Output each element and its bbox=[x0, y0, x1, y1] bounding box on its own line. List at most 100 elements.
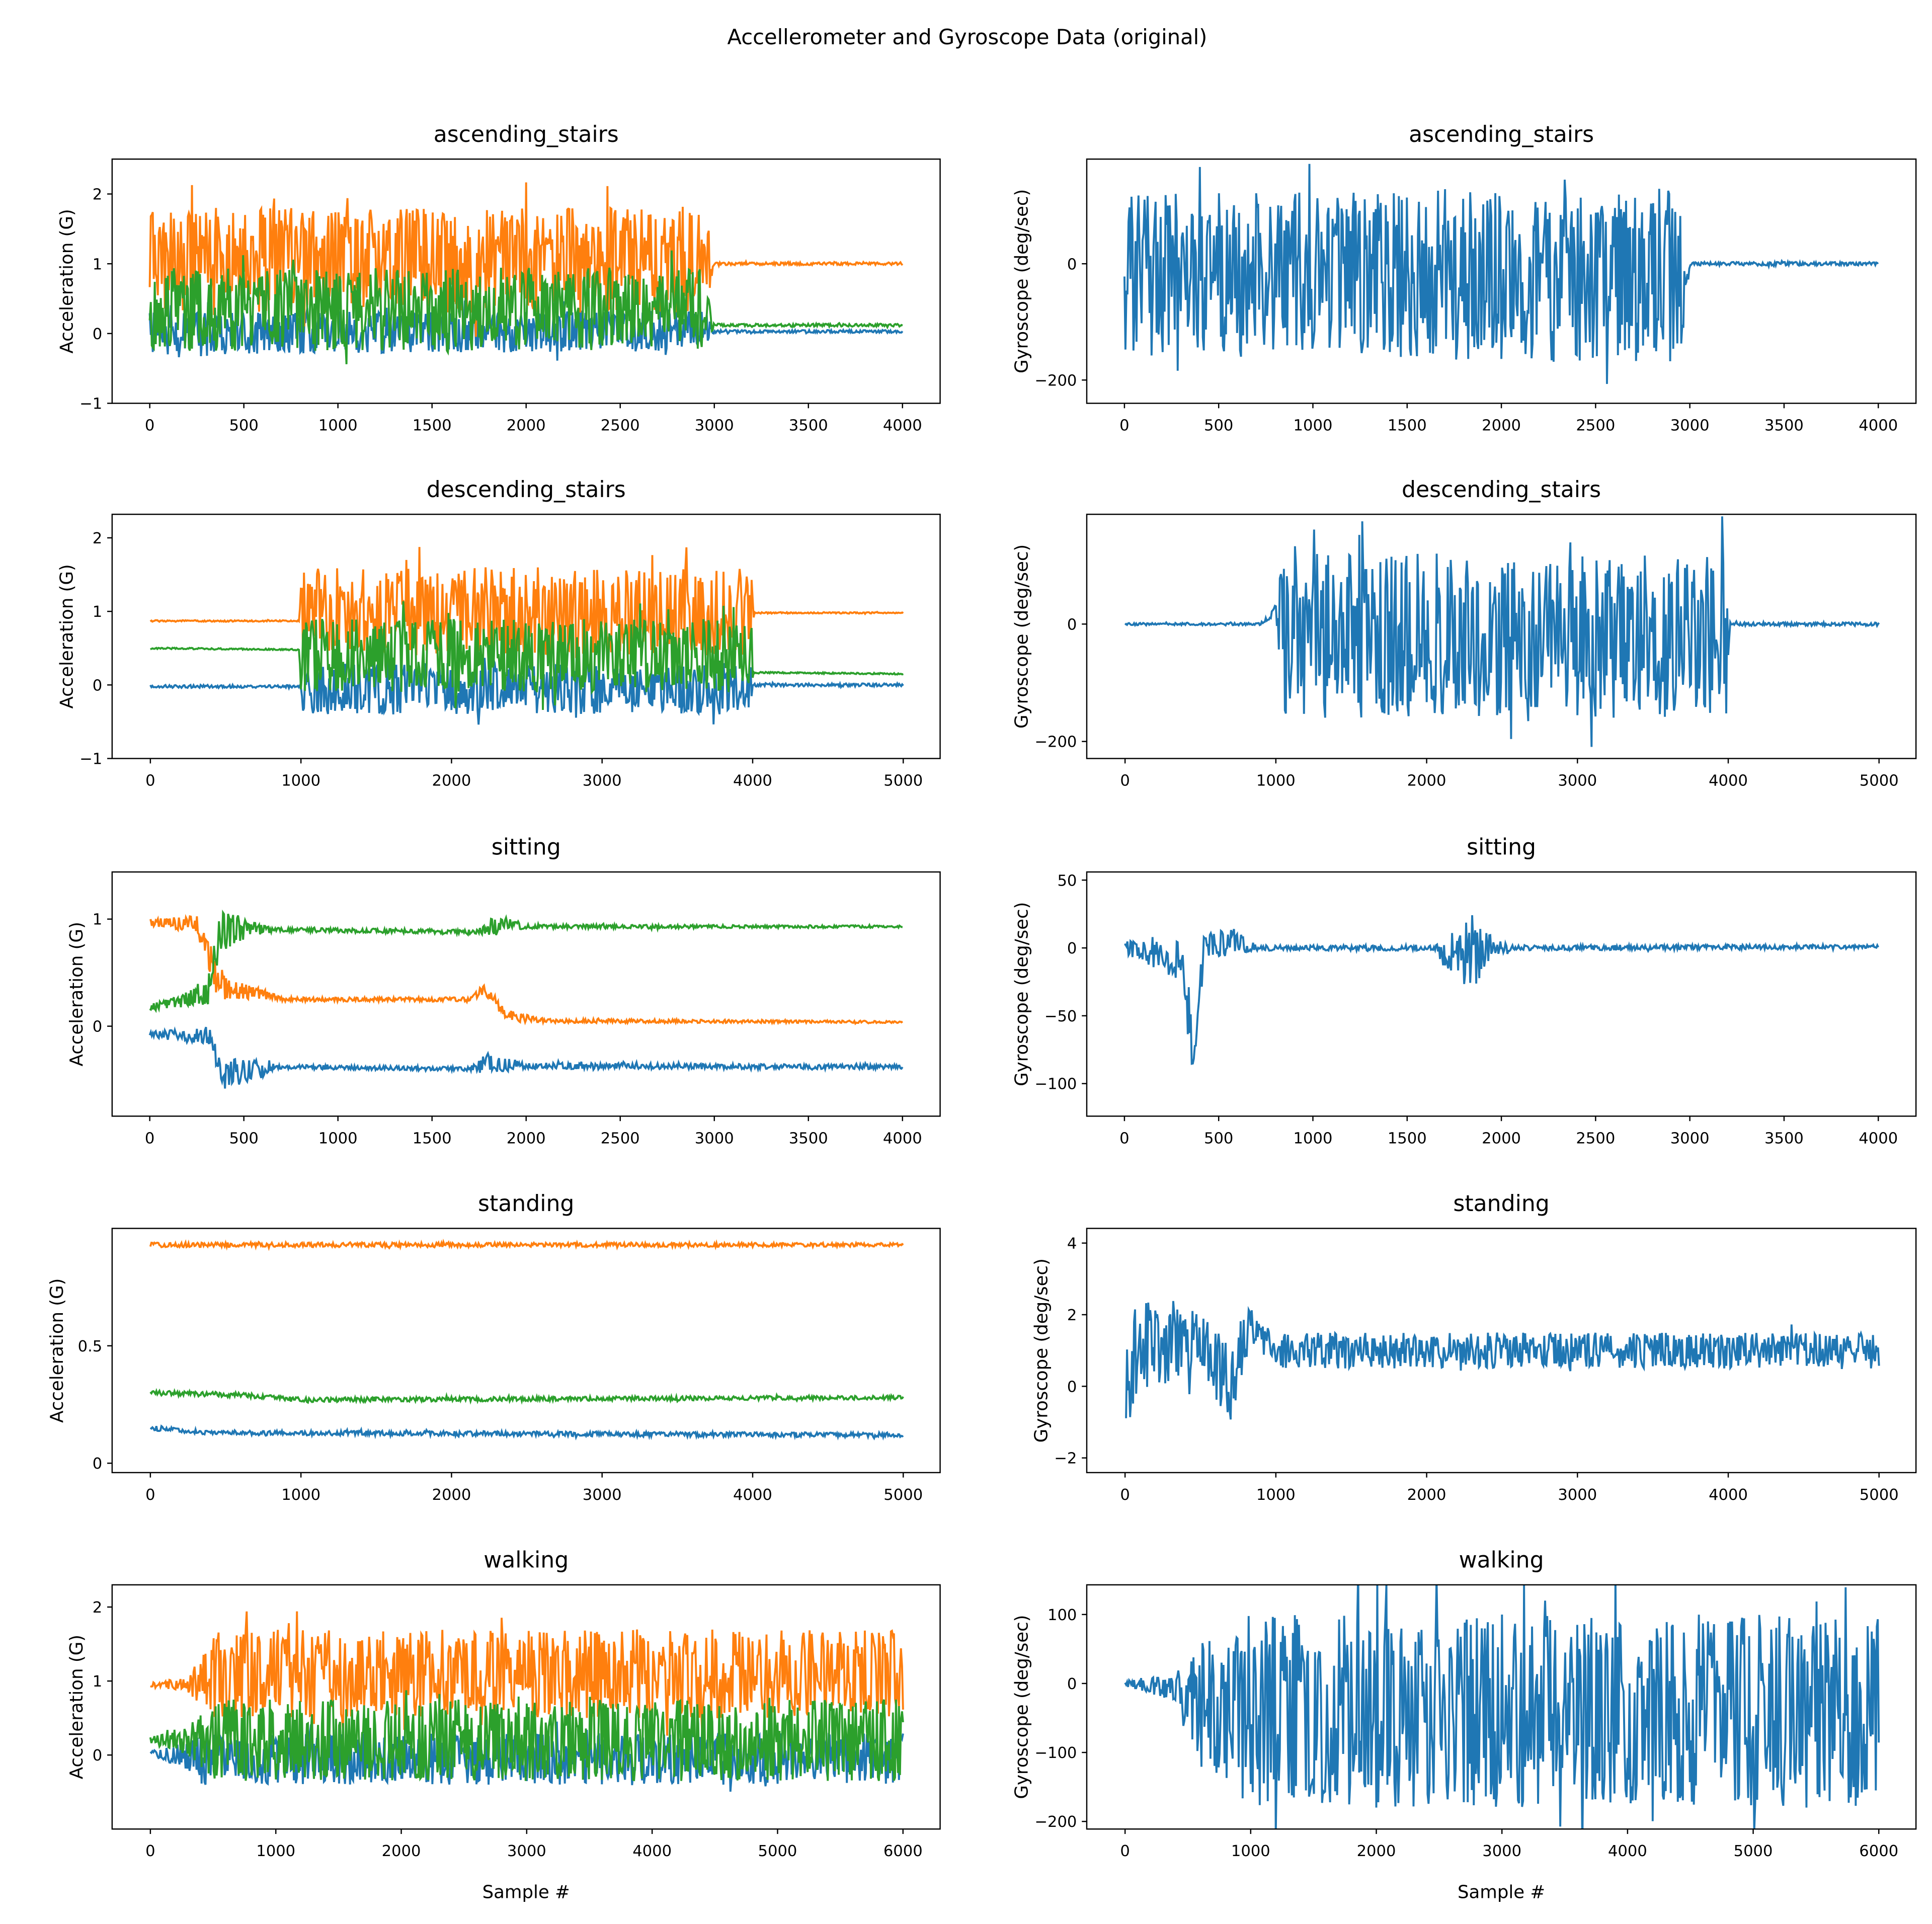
x-tick-label: 0 bbox=[1120, 1842, 1130, 1860]
y-axis-label: Acceleration (G) bbox=[47, 1278, 67, 1422]
x-tick-label: 1000 bbox=[1231, 1842, 1270, 1860]
x-tick-label: 2000 bbox=[1407, 1486, 1446, 1504]
x-tick-label: 3000 bbox=[695, 417, 734, 434]
x-tick-label: 5000 bbox=[1860, 1486, 1899, 1504]
y-axis-label: Acceleration (G) bbox=[57, 564, 77, 708]
x-tick-label: 5000 bbox=[1860, 772, 1899, 789]
y-tick-label: 0 bbox=[93, 677, 102, 694]
x-tick-label: 1000 bbox=[318, 417, 358, 434]
subplot-title: descending_stairs bbox=[1402, 477, 1601, 503]
series-line-2 bbox=[148, 250, 903, 364]
series-line-1 bbox=[149, 914, 904, 1026]
subplot-title: ascending_stairs bbox=[434, 122, 619, 147]
x-tick-label: 4000 bbox=[1608, 1842, 1647, 1860]
series-line-2 bbox=[149, 1690, 904, 1782]
x-tick-label: 1000 bbox=[1294, 417, 1333, 434]
x-tick-label: 3000 bbox=[1670, 417, 1710, 434]
x-tick-label: 5000 bbox=[883, 1486, 923, 1504]
x-tick-label: 1000 bbox=[281, 772, 320, 789]
plot-frame bbox=[111, 871, 941, 1117]
y-axis-label: Acceleration (G) bbox=[66, 1635, 87, 1779]
y-tick-label: 0 bbox=[93, 1747, 102, 1765]
x-tick-label: 0 bbox=[145, 1486, 155, 1504]
y-tick-label: 2 bbox=[93, 530, 102, 547]
series-line-2 bbox=[149, 1388, 904, 1405]
y-tick-label: 0 bbox=[1067, 940, 1077, 957]
series-line-1 bbox=[149, 1238, 904, 1251]
y-axis-label: Gyroscope (deg/sec) bbox=[1011, 1615, 1032, 1799]
y-axis-label: Gyroscope (deg/sec) bbox=[1031, 1258, 1052, 1442]
series-line-0 bbox=[148, 300, 904, 361]
x-tick-label: 3000 bbox=[1670, 1130, 1710, 1147]
x-tick-label: 500 bbox=[229, 1130, 258, 1147]
x-tick-label: 4000 bbox=[1859, 417, 1898, 434]
y-tick-label: −200 bbox=[1034, 1813, 1077, 1831]
x-tick-label: 3000 bbox=[1558, 772, 1597, 789]
y-tick-label: 1 bbox=[93, 911, 102, 929]
plot-frame bbox=[1086, 513, 1917, 759]
x-tick-label: 3000 bbox=[695, 1130, 734, 1147]
x-tick-label: 4000 bbox=[733, 1486, 772, 1504]
y-tick-label: 0 bbox=[1067, 616, 1077, 633]
subplot-sitting-gyroscope: 0 500 1000 1500 2000 2500 3000 3500 4000 −100 −50 0… bbox=[1011, 835, 1917, 1147]
x-tick-label: 4000 bbox=[632, 1842, 672, 1860]
series-line-1 bbox=[149, 547, 904, 659]
x-tick-label: 2000 bbox=[507, 1130, 546, 1147]
series-line-2 bbox=[150, 601, 904, 710]
y-tick-label: −100 bbox=[1034, 1744, 1077, 1762]
x-tick-label: 6000 bbox=[883, 1842, 923, 1860]
y-tick-label: 0 bbox=[93, 326, 102, 343]
y-axis-label: Acceleration (G) bbox=[66, 922, 87, 1066]
subplot-title: walking bbox=[484, 1548, 569, 1573]
x-tick-label: 5000 bbox=[1734, 1842, 1773, 1860]
x-tick-label: 0 bbox=[1119, 1130, 1129, 1147]
x-tick-label: 2000 bbox=[1482, 1130, 1521, 1147]
x-tick-label: 2500 bbox=[1576, 1130, 1615, 1147]
figure-title: Accellerometer and Gyroscope Data (origi… bbox=[727, 25, 1207, 49]
x-tick-label: 2000 bbox=[1357, 1842, 1396, 1860]
x-tick-label: 500 bbox=[1204, 1130, 1233, 1147]
x-tick-label: 4000 bbox=[883, 417, 922, 434]
y-tick-label: 0 bbox=[93, 1018, 102, 1036]
x-axis-label: Sample # bbox=[482, 1882, 570, 1903]
x-tick-label: 1500 bbox=[1388, 417, 1427, 434]
x-tick-label: 3500 bbox=[1764, 1130, 1804, 1147]
series-line-0 bbox=[1124, 516, 1880, 747]
y-tick-label: 0 bbox=[1067, 256, 1077, 273]
x-tick-label: 1000 bbox=[1256, 772, 1296, 789]
y-tick-label: −200 bbox=[1034, 734, 1077, 751]
series-line-0 bbox=[1123, 164, 1879, 384]
x-tick-label: 0 bbox=[145, 417, 154, 434]
subplot-walking-acceleration: 0 1000 2000 3000 4000 5000 6000 0 1 2 walking Accel… bbox=[66, 1548, 941, 1903]
y-tick-label: −200 bbox=[1034, 372, 1077, 389]
y-tick-label: −1 bbox=[79, 751, 102, 768]
x-tick-label: 1000 bbox=[1256, 1486, 1296, 1504]
x-tick-label: 2000 bbox=[432, 1486, 471, 1504]
subplot-ascending_stairs-gyroscope: 0 500 1000 1500 2000 2500 3000 3500 4000 −200 0 asc… bbox=[1011, 122, 1917, 435]
y-tick-label: 2 bbox=[93, 186, 102, 204]
plot-frame bbox=[1086, 1228, 1917, 1474]
subplot-title: sitting bbox=[1467, 835, 1536, 860]
plot-frame bbox=[111, 1228, 941, 1474]
y-tick-label: −50 bbox=[1044, 1008, 1077, 1025]
series-line-0 bbox=[1124, 915, 1879, 1065]
x-tick-label: 3000 bbox=[583, 1486, 622, 1504]
y-tick-label: 2 bbox=[93, 1599, 102, 1617]
plot-frame bbox=[111, 513, 941, 759]
x-tick-label: 2000 bbox=[507, 417, 546, 434]
x-tick-label: 3000 bbox=[507, 1842, 546, 1860]
plot-frame bbox=[1086, 871, 1917, 1117]
x-tick-label: 0 bbox=[1120, 772, 1130, 789]
y-tick-label: 1 bbox=[93, 256, 102, 273]
x-tick-label: 500 bbox=[1204, 417, 1233, 434]
y-tick-label: −1 bbox=[79, 395, 102, 413]
x-tick-label: 2500 bbox=[601, 1130, 640, 1147]
x-tick-label: 500 bbox=[229, 417, 258, 434]
y-tick-label: 0.5 bbox=[78, 1338, 103, 1355]
y-tick-label: 0 bbox=[93, 1455, 102, 1473]
x-tick-label: 3500 bbox=[789, 1130, 828, 1147]
x-tick-label: 3000 bbox=[1482, 1842, 1521, 1860]
x-tick-label: 0 bbox=[145, 772, 155, 789]
y-tick-label: 2 bbox=[1067, 1307, 1077, 1324]
x-tick-label: 4000 bbox=[1709, 1486, 1748, 1504]
